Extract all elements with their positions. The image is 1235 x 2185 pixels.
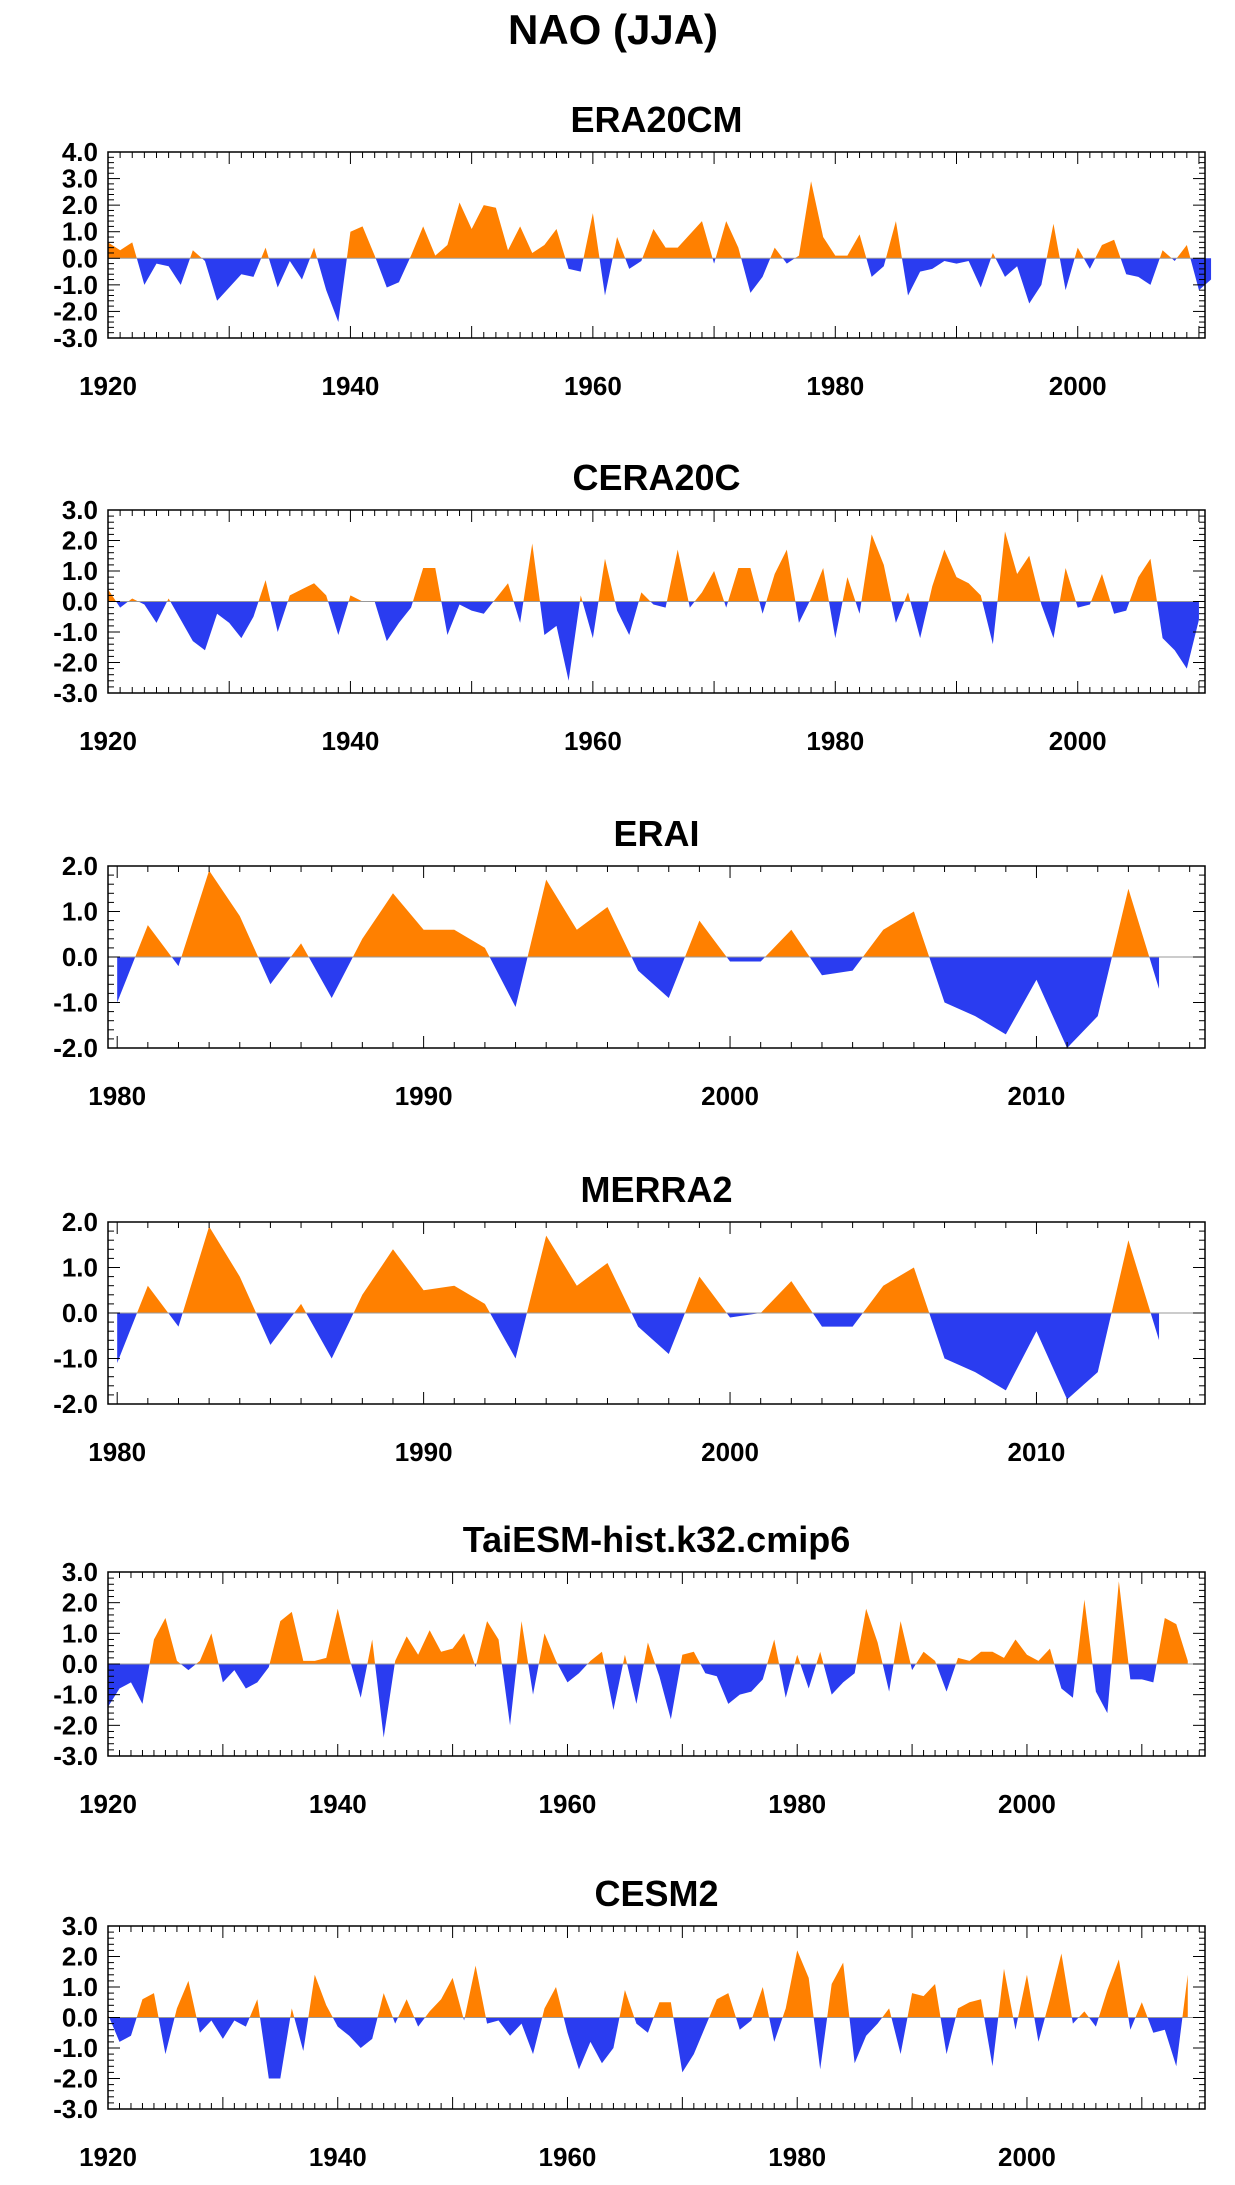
x-tick-label: 1980 — [88, 1081, 146, 1111]
positive-area — [108, 181, 1191, 259]
x-tick-label: 1940 — [322, 371, 380, 401]
x-tick-label: 1960 — [539, 2142, 597, 2172]
negative-area — [136, 258, 1212, 323]
y-tick-label: 0.0 — [62, 243, 98, 273]
y-tick-label: 0.0 — [62, 2003, 98, 2033]
y-tick-label: -1.0 — [53, 988, 98, 1018]
y-tick-label: 1.0 — [62, 1618, 98, 1648]
x-tick-label: 1960 — [539, 1789, 597, 1819]
x-tick-label: 1980 — [768, 1789, 826, 1819]
x-tick-label: 1960 — [564, 371, 622, 401]
y-tick-label: -3.0 — [53, 2094, 98, 2124]
y-tick-label: 1.0 — [62, 897, 98, 927]
y-tick-label: 0.0 — [62, 1298, 98, 1328]
y-tick-label: -3.0 — [53, 678, 98, 708]
x-tick-label: 1990 — [395, 1437, 453, 1467]
y-tick-label: 2.0 — [62, 851, 98, 881]
negative-area — [117, 1313, 1160, 1400]
negative-area — [116, 601, 1199, 681]
chart-panel: ERAI 2.0 1.0 0.0 -1.0 -2.0 1980 1990 2000 2010 — [53, 813, 1206, 1111]
y-tick-label: 0.0 — [62, 1649, 98, 1679]
x-tick-label: 1940 — [309, 1789, 367, 1819]
negative-area — [117, 957, 1160, 1048]
panel-title: MERRA2 — [580, 1169, 732, 1210]
x-tick-label: 2000 — [701, 1081, 759, 1111]
y-tick-label: 3.0 — [62, 495, 98, 525]
y-tick-label: 1.0 — [62, 217, 98, 247]
x-tick-label: 1920 — [79, 726, 137, 756]
x-tick-label: 2000 — [701, 1437, 759, 1467]
y-tick-label: 2.0 — [62, 1588, 98, 1618]
x-tick-label: 2000 — [998, 2142, 1056, 2172]
x-tick-label: 1980 — [806, 726, 864, 756]
x-tick-label: 1980 — [806, 371, 864, 401]
y-tick-label: -1.0 — [53, 1680, 98, 1710]
panel-title: CERA20C — [572, 457, 740, 498]
y-tick-label: 3.0 — [62, 1911, 98, 1941]
y-tick-label: 1.0 — [62, 1972, 98, 2002]
positive-area — [108, 531, 1157, 602]
x-tick-label: 1920 — [79, 1789, 137, 1819]
panel-title: ERA20CM — [570, 99, 742, 140]
y-tick-label: -2.0 — [53, 1389, 98, 1419]
x-tick-label: 2000 — [998, 1789, 1056, 1819]
panel-title: CESM2 — [594, 1873, 718, 1914]
x-tick-label: 1960 — [564, 726, 622, 756]
y-tick-label: -3.0 — [53, 1741, 98, 1771]
y-tick-label: 0.0 — [62, 942, 98, 972]
y-tick-label: -2.0 — [53, 2064, 98, 2094]
x-tick-label: 1920 — [79, 2142, 137, 2172]
y-tick-label: -1.0 — [53, 617, 98, 647]
y-tick-label: -1.0 — [53, 2033, 98, 2063]
x-tick-label: 1980 — [88, 1437, 146, 1467]
y-tick-label: -2.0 — [53, 1710, 98, 1740]
positive-area — [108, 1950, 1188, 2018]
panel-title: ERAI — [613, 813, 699, 854]
y-tick-label: -1.0 — [53, 270, 98, 300]
y-tick-label: 2.0 — [62, 526, 98, 556]
x-tick-label: 2000 — [1049, 726, 1107, 756]
y-tick-label: 2.0 — [62, 190, 98, 220]
y-tick-label: 3.0 — [62, 164, 98, 194]
y-tick-label: 3.0 — [62, 1557, 98, 1587]
negative-area — [108, 1664, 1157, 1738]
chart-panel: ERA20CM 4.03.02.01.00.0-1.0-2.0-3.0 1920 19… — [53, 99, 1212, 401]
y-tick-label: -1.0 — [53, 1344, 98, 1374]
figure-title: NAO (JJA) — [508, 6, 718, 53]
chart-panel: MERRA2 2.0 1.0 0.0 -1.0 -2.0 1980 1990 2000 2010 — [53, 1169, 1206, 1467]
y-tick-label: 4.0 — [62, 137, 98, 167]
y-tick-label: -2.0 — [53, 1033, 98, 1063]
negative-area — [109, 2017, 1183, 2079]
chart-panel: CERA20C 3.02.01.00.0-1.0-2.0-3.0 1920 1940 1… — [53, 457, 1206, 756]
y-tick-label: 1.0 — [62, 556, 98, 586]
chart-panel: CESM2 3.02.01.00.0-1.0-2.0-3.0 1920 1940 196… — [53, 1873, 1206, 2172]
positive-area — [137, 1226, 1151, 1313]
x-tick-label: 1920 — [79, 371, 137, 401]
x-tick-label: 2000 — [1049, 371, 1107, 401]
positive-area — [135, 870, 1150, 957]
y-tick-label: -3.0 — [53, 323, 98, 353]
y-tick-label: 2.0 — [62, 1207, 98, 1237]
plot-frame — [107, 151, 1206, 339]
x-tick-label: 1940 — [309, 2142, 367, 2172]
y-tick-label: 1.0 — [62, 1253, 98, 1283]
panel-title: TaiESM-hist.k32.cmip6 — [463, 1519, 850, 1560]
y-tick-label: 2.0 — [62, 1942, 98, 1972]
x-tick-label: 1980 — [768, 2142, 826, 2172]
y-tick-label: -2.0 — [53, 296, 98, 326]
chart-panel: TaiESM-hist.k32.cmip6 3.02.01.00.0-1.0-2.… — [53, 1519, 1206, 1819]
x-tick-label: 1940 — [322, 726, 380, 756]
x-tick-label: 1990 — [395, 1081, 453, 1111]
y-tick-label: -2.0 — [53, 648, 98, 678]
x-tick-label: 2010 — [1008, 1437, 1066, 1467]
x-tick-label: 2010 — [1008, 1081, 1066, 1111]
positive-area — [149, 1581, 1188, 1664]
y-tick-label: 0.0 — [62, 587, 98, 617]
